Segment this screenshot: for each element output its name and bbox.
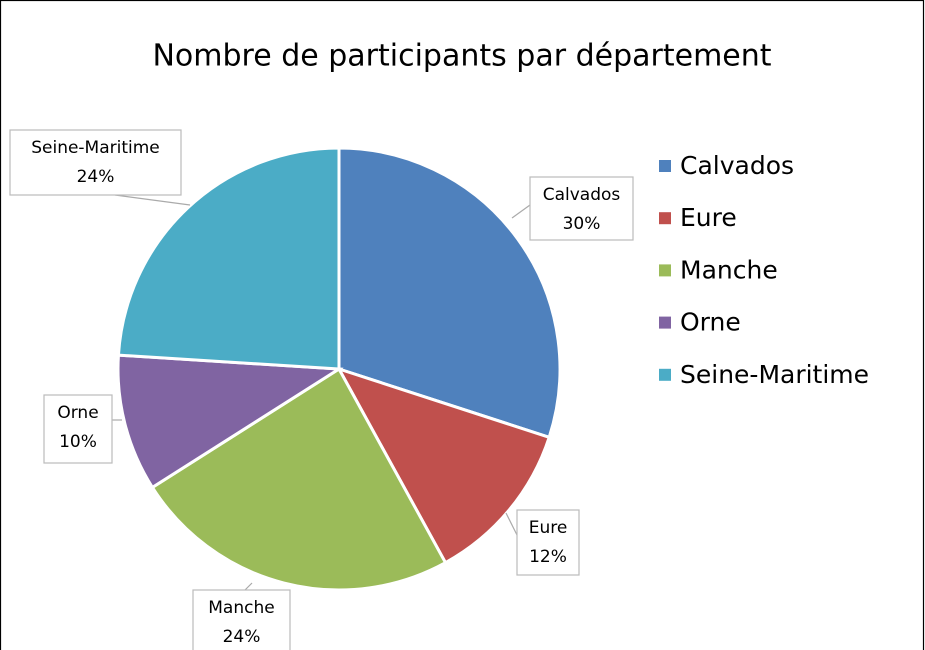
chart-title: Nombre de participants par département <box>152 39 771 74</box>
pie-slice <box>116 146 341 371</box>
legend-swatch <box>659 368 671 381</box>
data-label-value: 30% <box>563 214 601 234</box>
label-box <box>516 509 580 576</box>
legend-label: Manche <box>680 255 778 284</box>
label-box <box>43 394 113 464</box>
pie-slice <box>116 353 344 490</box>
legend-label: Calvados <box>680 151 794 180</box>
data-label-name: Orne <box>57 403 98 423</box>
data-label-name: Manche <box>208 598 274 618</box>
label-box <box>529 176 634 241</box>
leader-line <box>511 204 531 219</box>
leader-line <box>114 194 191 206</box>
data-label-value: 12% <box>529 547 567 567</box>
data-label-value: 24% <box>77 167 115 187</box>
data-label-name: Eure <box>529 518 568 538</box>
legend-swatch <box>659 316 671 329</box>
legend-swatch <box>659 160 671 172</box>
data-label-name: Calvados <box>543 185 621 205</box>
legend-label: Eure <box>680 203 737 232</box>
label-box <box>9 129 182 196</box>
pie-slice <box>150 366 448 592</box>
data-label-name: Seine-Maritime <box>31 138 160 158</box>
label-box <box>192 589 291 650</box>
legend-swatch <box>659 212 671 225</box>
data-label-value: 10% <box>59 432 97 452</box>
legend-label: Orne <box>680 308 741 337</box>
pie-slice <box>335 366 552 565</box>
data-label-value: 24% <box>223 627 261 647</box>
leader-line <box>244 582 253 591</box>
pie-slice <box>337 146 562 440</box>
legend-swatch <box>659 264 671 277</box>
leader-line <box>505 512 518 536</box>
legend-label: Seine-Maritime <box>680 360 869 389</box>
